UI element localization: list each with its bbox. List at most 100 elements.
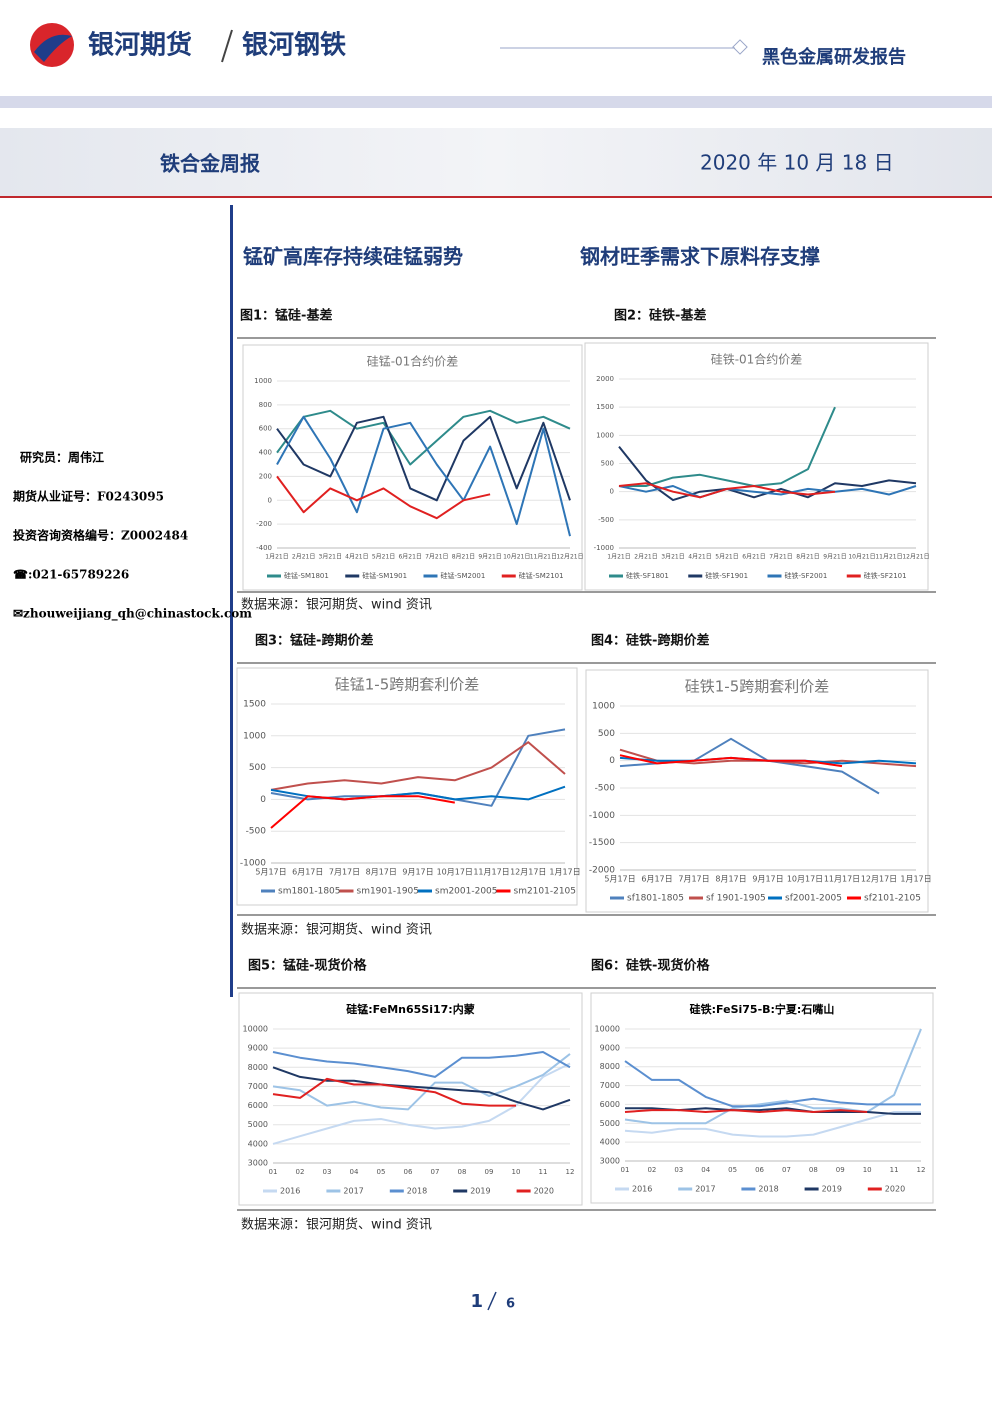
y-tick-label: 200	[259, 472, 272, 480]
x-tick-label: 07	[431, 1168, 440, 1176]
title-band	[0, 128, 992, 196]
x-tick-label: 05	[728, 1166, 737, 1174]
x-tick-label: 1月21日	[265, 554, 288, 561]
y-tick-label: 10000	[243, 1025, 268, 1034]
series-line	[618, 485, 917, 499]
x-tick-label: 11月21日	[530, 554, 557, 561]
y-tick-label: 4000	[600, 1138, 620, 1147]
x-tick-label: 11月17日	[473, 868, 509, 877]
x-tick-label: 04	[350, 1168, 359, 1176]
x-tick-label: 7月21日	[769, 554, 792, 561]
x-tick-label: 7月17日	[678, 875, 709, 884]
legend-label: 硅锰-SM1901	[362, 571, 407, 580]
x-tick-label: 02	[647, 1166, 656, 1174]
x-tick-label: 9月21日	[823, 554, 846, 561]
x-tick-label: 1月17日	[549, 868, 580, 877]
email: ✉zhouweijiang_qh@chinastock.com	[13, 607, 252, 622]
top-band	[0, 96, 992, 108]
legend-label: 硅锰-SM1801	[284, 571, 329, 580]
y-tick-label: -1000	[589, 811, 615, 821]
y-tick-label: -1500	[589, 838, 615, 848]
series-line	[619, 754, 843, 768]
sidebar-rule	[230, 205, 233, 997]
x-tick-label: 11月17日	[824, 875, 860, 884]
y-tick-label: 6000	[248, 1101, 268, 1110]
x-tick-label: 5月21日	[715, 554, 738, 561]
y-tick-label: 600	[259, 425, 272, 433]
x-tick-label: 3月21日	[661, 554, 684, 561]
series-line	[624, 1060, 921, 1108]
y-tick-label: 6000	[600, 1100, 620, 1109]
legend-label: 硅铁-SF2101	[864, 571, 907, 580]
x-tick-label: 08	[458, 1168, 467, 1176]
x-tick-label: 12月21日	[902, 554, 929, 561]
x-tick-label: 10	[512, 1168, 521, 1176]
legend-label: sm1801-1805	[278, 887, 341, 897]
x-tick-label: 7月17日	[329, 868, 360, 877]
y-tick-label: 8000	[600, 1062, 620, 1071]
legend-label: sf1801-1805	[627, 894, 684, 904]
y-tick-label: -400	[256, 544, 272, 552]
chart-box	[590, 992, 934, 1204]
series-line	[270, 795, 455, 829]
phone: ☎:021-65789226	[13, 568, 129, 582]
chart-title: 硅铁-01合约价差	[711, 352, 803, 367]
x-tick-label: 8月17日	[715, 875, 746, 884]
legend-label: 硅铁-SF1901	[705, 571, 748, 580]
x-tick-label: 1月17日	[900, 875, 931, 884]
y-tick-label: -2000	[589, 866, 615, 876]
series-line	[272, 1051, 571, 1078]
legend-label: 2017	[343, 1187, 363, 1196]
x-tick-label: 10月21日	[848, 554, 875, 561]
y-tick-label: 2000	[596, 375, 614, 383]
y-tick-label: 8000	[248, 1063, 268, 1072]
y-tick-label: 1000	[243, 731, 266, 741]
y-tick-label: 1000	[596, 431, 614, 439]
series-line	[272, 1066, 571, 1111]
legend-label: 硅锰-SM2101	[519, 571, 564, 580]
y-tick-label: -500	[598, 516, 614, 524]
license: 期货从业证号：F0243095	[13, 489, 164, 504]
y-tick-label: 3000	[248, 1159, 268, 1168]
x-tick-label: 02	[296, 1168, 305, 1176]
series-line	[618, 482, 836, 499]
x-tick-label: 3月21日	[319, 554, 342, 561]
division: 银河钢铁	[242, 30, 346, 61]
x-tick-label: 01	[269, 1168, 278, 1176]
series-line	[272, 1053, 571, 1111]
brand-divider	[221, 29, 233, 63]
y-tick-label: 4000	[248, 1139, 268, 1148]
x-tick-label: 12月21日	[556, 554, 583, 561]
x-tick-label: 10月17日	[787, 875, 823, 884]
chart-title: 硅锰-01合约价差	[367, 354, 459, 369]
chart-title: 硅锰:FeMn65Si17:内蒙	[346, 1002, 474, 1016]
x-tick-label: 6月17日	[292, 868, 323, 877]
series-line	[276, 415, 571, 537]
x-tick-label: 03	[674, 1166, 683, 1174]
legend-label: 2018	[407, 1187, 427, 1196]
x-tick-label: 6月21日	[742, 554, 765, 561]
x-tick-label: 1月21日	[607, 554, 630, 561]
y-tick-label: -500	[246, 827, 267, 837]
legend-label: 硅铁-SF2001	[785, 571, 828, 580]
x-tick-label: 10月17日	[437, 868, 473, 877]
series-line	[624, 1028, 922, 1125]
x-tick-label: 05	[377, 1168, 386, 1176]
legend-label: 2017	[695, 1185, 715, 1194]
report-type: 黑色金属研发报告	[762, 46, 906, 68]
chart-box	[585, 669, 929, 913]
figure-caption: 图3：锰硅-跨期价差	[255, 633, 373, 649]
figure-caption: 图4：硅铁-跨期价差	[591, 633, 709, 649]
x-tick-label: 9月21日	[478, 554, 501, 561]
x-tick-label: 2月21日	[292, 554, 315, 561]
x-tick-label: 08	[809, 1166, 818, 1174]
legend-label: 2019	[470, 1187, 490, 1196]
x-tick-label: 04	[701, 1166, 710, 1174]
x-tick-label: 5月17日	[604, 875, 635, 884]
x-tick-label: 8月21日	[452, 554, 475, 561]
y-tick-label: 0	[260, 795, 266, 805]
x-tick-label: 8月21日	[796, 554, 819, 561]
y-tick-label: 0	[268, 496, 272, 504]
legend-label: 硅铁-SF1801	[626, 571, 669, 580]
page-total: 6	[506, 1297, 515, 1312]
